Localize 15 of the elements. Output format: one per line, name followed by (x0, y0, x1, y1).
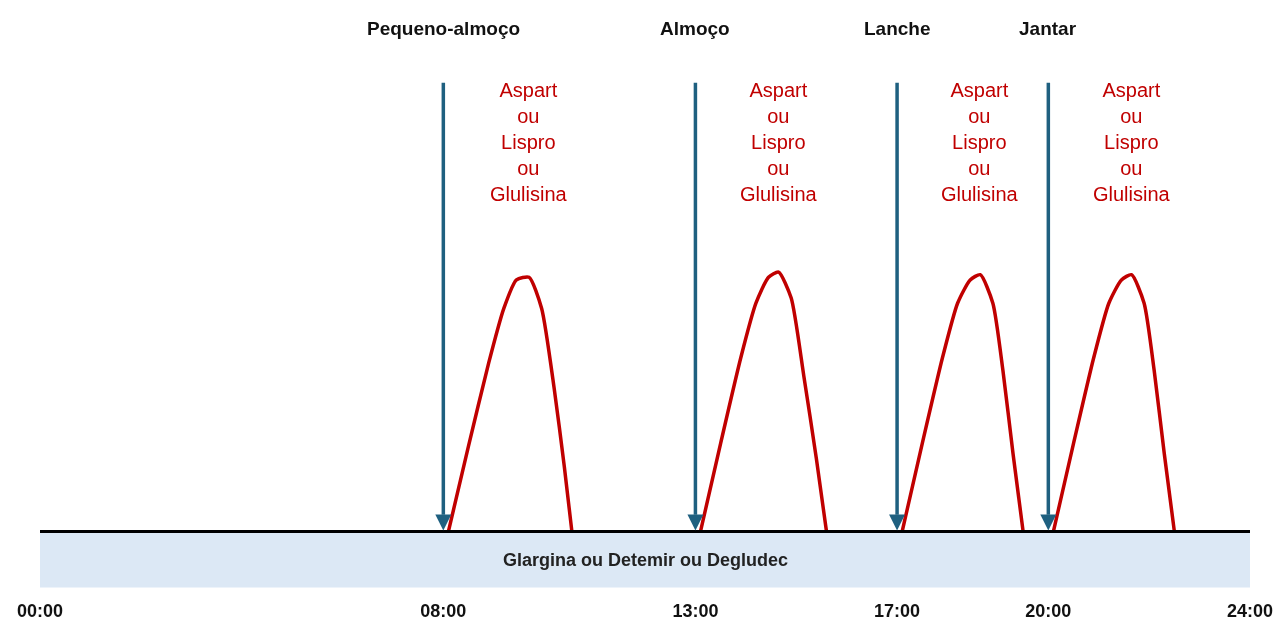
x-tick-label: 13:00 (672, 601, 719, 621)
text: Aspart ou Lispro ou Glulisina (1093, 79, 1171, 205)
x-tick-label: 17:00 (874, 601, 921, 621)
x-tick-label: 08:00 (420, 601, 467, 621)
text: Aspart ou Lispro ou Glulisina (490, 79, 568, 205)
ref-line-label: Pequeno-almoço (367, 18, 521, 39)
x-tick-label: 24:00 (1226, 601, 1274, 621)
ref-line-label: Lanche (864, 18, 931, 39)
ref-line-label: Almoço (660, 18, 730, 39)
text: Aspart ou Lispro ou Glulisina (740, 79, 818, 205)
ref-line-label: Jantar (1019, 18, 1077, 39)
x-tick-label: 20:00 (1025, 601, 1072, 621)
band-label: Glargina ou Detemir ou Degludec (503, 550, 789, 570)
x-tick-label: 00:00 (16, 601, 64, 621)
text: Aspart ou Lispro ou Glulisina (941, 79, 1019, 205)
